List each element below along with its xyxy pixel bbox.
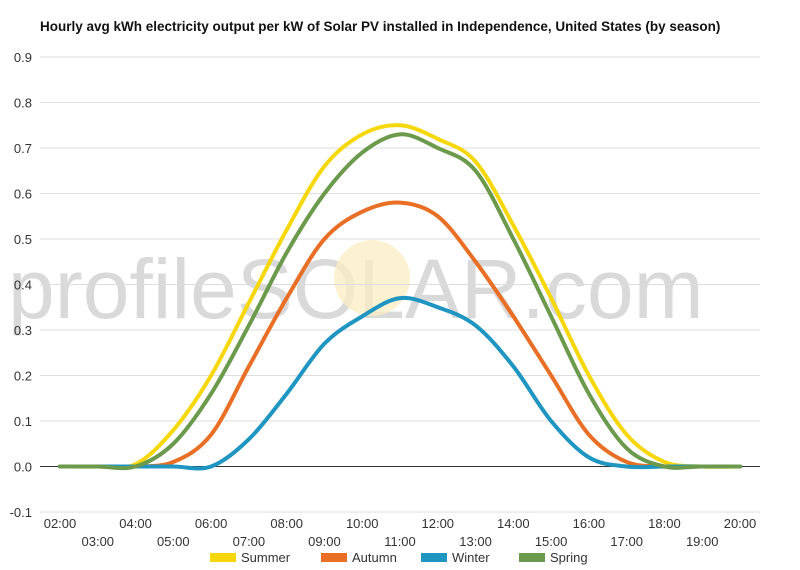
x-tick-label: 03:00	[82, 534, 115, 549]
x-tick-label: 20:00	[724, 516, 757, 531]
x-tick-label: 06:00	[195, 516, 228, 531]
legend-label-summer: Summer	[241, 550, 291, 565]
x-tick-label: 19:00	[686, 534, 719, 549]
legend-swatch-autumn	[321, 553, 347, 562]
y-tick-label: 0.6	[14, 187, 32, 202]
x-tick-label: 04:00	[119, 516, 152, 531]
legend-label-autumn: Autumn	[352, 550, 397, 565]
x-tick-label: 11:00	[384, 534, 416, 549]
x-tick-label: 15:00	[535, 534, 568, 549]
x-tick-label: 07:00	[233, 534, 266, 549]
legend-swatch-summer	[210, 553, 236, 562]
y-tick-label: -0.1	[10, 505, 32, 520]
legend-swatch-spring	[519, 553, 545, 562]
y-tick-label: 0.8	[14, 96, 32, 111]
series-line-winter	[58, 295, 742, 471]
legend-swatch-winter	[421, 553, 447, 562]
y-tick-label: 0.0	[14, 460, 32, 475]
y-tick-label: 0.5	[14, 232, 32, 247]
legend-label-winter: Winter	[452, 550, 490, 565]
series-line-summer	[58, 123, 742, 470]
x-tick-label: 02:00	[44, 516, 77, 531]
x-tick-label: 12:00	[422, 516, 455, 531]
x-tick-label: 17:00	[610, 534, 643, 549]
y-tick-label: 0.4	[14, 278, 32, 293]
x-tick-label: 05:00	[157, 534, 190, 549]
y-tick-label: 0.3	[14, 323, 32, 338]
x-tick-label: 16:00	[573, 516, 606, 531]
series-line-spring	[58, 132, 742, 471]
x-tick-label: 18:00	[648, 516, 681, 531]
y-tick-label: 0.2	[14, 369, 32, 384]
x-tick-label: 10:00	[346, 516, 379, 531]
watermark-sun-icon	[334, 240, 410, 316]
y-tick-label: 0.1	[14, 414, 32, 429]
x-tick-label: 09:00	[308, 534, 341, 549]
x-tick-label: 14:00	[497, 516, 530, 531]
x-tick-label: 08:00	[270, 516, 303, 531]
legend-label-spring: Spring	[550, 550, 588, 565]
series-line-autumn	[58, 200, 742, 469]
y-tick-label: 0.7	[14, 141, 32, 156]
chart-title: Hourly avg kWh electricity output per kW…	[40, 19, 721, 34]
x-tick-label: 13:00	[459, 534, 492, 549]
y-tick-label: 0.9	[14, 50, 32, 65]
